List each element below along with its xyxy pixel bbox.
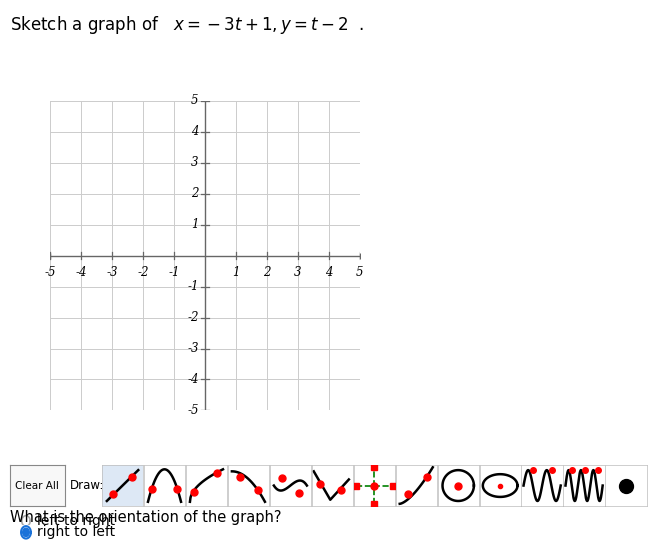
Text: -3: -3: [187, 342, 198, 355]
Text: -1: -1: [168, 266, 180, 279]
Text: 2: 2: [263, 266, 270, 279]
Text: 3: 3: [191, 156, 198, 169]
Text: 2: 2: [191, 187, 198, 200]
Polygon shape: [23, 528, 29, 537]
Text: What is the orientation of the graph?: What is the orientation of the graph?: [10, 510, 282, 525]
Text: 5: 5: [191, 94, 198, 107]
Text: -2: -2: [187, 311, 198, 324]
Text: Clear All: Clear All: [15, 480, 59, 491]
Text: 1: 1: [191, 218, 198, 231]
Text: left to right: left to right: [37, 514, 115, 528]
Text: Draw:: Draw:: [70, 479, 105, 492]
Text: Sketch a graph of   $x = -3t + 1, y = t - 2$  .: Sketch a graph of $x = -3t + 1, y = t - …: [10, 14, 364, 36]
Text: -5: -5: [187, 404, 198, 417]
Text: -2: -2: [137, 266, 149, 279]
Text: 5: 5: [356, 266, 364, 279]
Text: -3: -3: [106, 266, 118, 279]
Text: 3: 3: [294, 266, 302, 279]
Text: -1: -1: [187, 280, 198, 293]
Text: right to left: right to left: [37, 525, 115, 539]
Text: -4: -4: [187, 373, 198, 386]
Text: 4: 4: [325, 266, 332, 279]
Text: -5: -5: [44, 266, 56, 279]
Text: 1: 1: [232, 266, 240, 279]
Text: 4: 4: [191, 126, 198, 138]
Text: -4: -4: [75, 266, 87, 279]
